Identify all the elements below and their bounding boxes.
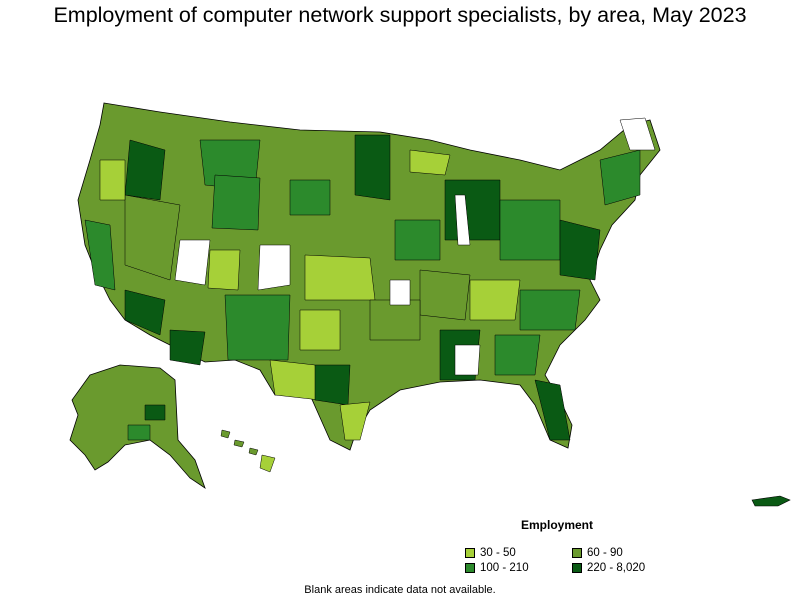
alaska-patch <box>127 424 151 441</box>
region-patch <box>499 199 561 261</box>
region-patch <box>257 244 291 291</box>
region-patch <box>304 254 376 301</box>
region-patch <box>224 294 291 361</box>
region-patch <box>559 219 601 281</box>
region-patch <box>299 309 341 351</box>
hawaii-island <box>233 439 245 448</box>
legend-swatch <box>465 563 475 573</box>
hawaii-island <box>248 447 259 456</box>
map-title: Employment of computer network support s… <box>53 3 747 27</box>
region-patch <box>599 149 641 206</box>
region-patch <box>389 279 411 306</box>
alaska-patch <box>144 404 166 421</box>
region-patch <box>207 249 241 291</box>
region-patch <box>124 289 166 336</box>
legend-label: 100 - 210 <box>480 562 529 574</box>
region-patch <box>409 149 451 176</box>
legend-swatch <box>572 548 582 558</box>
legend-item-60-90: 60 - 90 <box>572 547 623 559</box>
blank-areas-footnote: Blank areas indicate data not available. <box>304 584 496 596</box>
region-patch <box>314 364 351 406</box>
region-patch <box>339 401 371 441</box>
hawaii-island <box>259 454 276 473</box>
region-patch <box>369 299 421 341</box>
legend-label: 220 - 8,020 <box>587 562 646 574</box>
hawaii-islands <box>220 429 276 473</box>
region-patch <box>354 134 391 201</box>
puerto-rico-outline <box>751 495 791 507</box>
region-patch <box>494 334 541 376</box>
region-patch <box>394 219 441 261</box>
region-patches <box>84 117 656 441</box>
region-patch <box>124 194 181 281</box>
region-patch <box>419 269 471 321</box>
legend-item-220-8020: 220 - 8,020 <box>572 562 645 574</box>
region-patch <box>454 344 481 376</box>
region-patch <box>99 159 126 201</box>
region-patch <box>454 194 471 246</box>
legend-title: Employment <box>521 518 594 532</box>
region-patch <box>519 289 581 331</box>
legend-label: 60 - 90 <box>587 547 623 559</box>
region-patch <box>124 139 166 201</box>
region-patch <box>469 279 521 321</box>
region-patch <box>619 117 656 151</box>
legend-swatch <box>572 563 582 573</box>
region-patch <box>174 239 211 286</box>
legend-item-100-210: 100 - 210 <box>465 562 529 574</box>
legend-swatch <box>465 548 475 558</box>
region-patch <box>211 174 261 231</box>
region-patch <box>169 329 206 366</box>
region-patch <box>289 179 331 216</box>
region-patch <box>444 179 501 241</box>
region-patch <box>269 359 321 401</box>
legend-item-30-50: 30 - 50 <box>465 547 516 559</box>
region-patch <box>534 379 571 441</box>
legend-label: 30 - 50 <box>480 547 516 559</box>
region-patch <box>84 219 116 291</box>
hawaii-island <box>220 429 231 439</box>
